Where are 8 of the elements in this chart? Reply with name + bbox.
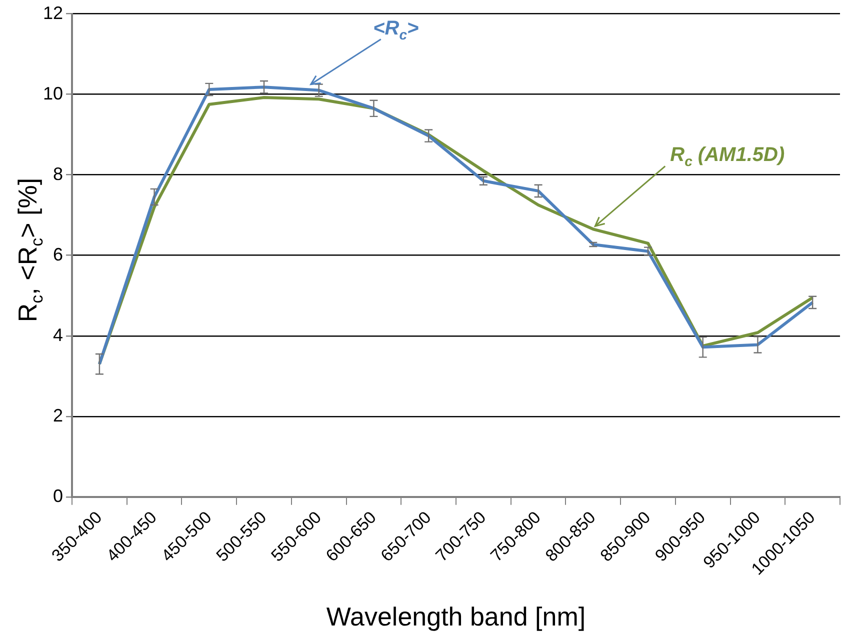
- y-tick-label: 2: [53, 405, 64, 426]
- y-tick-label: 4: [53, 324, 64, 345]
- y-tick-label: 12: [42, 2, 64, 23]
- y-tick-label: 10: [42, 83, 64, 104]
- y-tick-label: 6: [53, 244, 64, 264]
- x-axis-title: Wavelength band [nm]: [326, 602, 586, 632]
- y-tick-label: 8: [53, 164, 64, 184]
- y-tick-label: 0: [53, 486, 64, 506]
